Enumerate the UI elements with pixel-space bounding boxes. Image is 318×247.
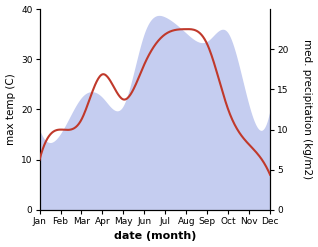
Y-axis label: max temp (C): max temp (C) <box>5 74 16 145</box>
Y-axis label: med. precipitation (kg/m2): med. precipitation (kg/m2) <box>302 40 313 180</box>
X-axis label: date (month): date (month) <box>114 231 196 242</box>
